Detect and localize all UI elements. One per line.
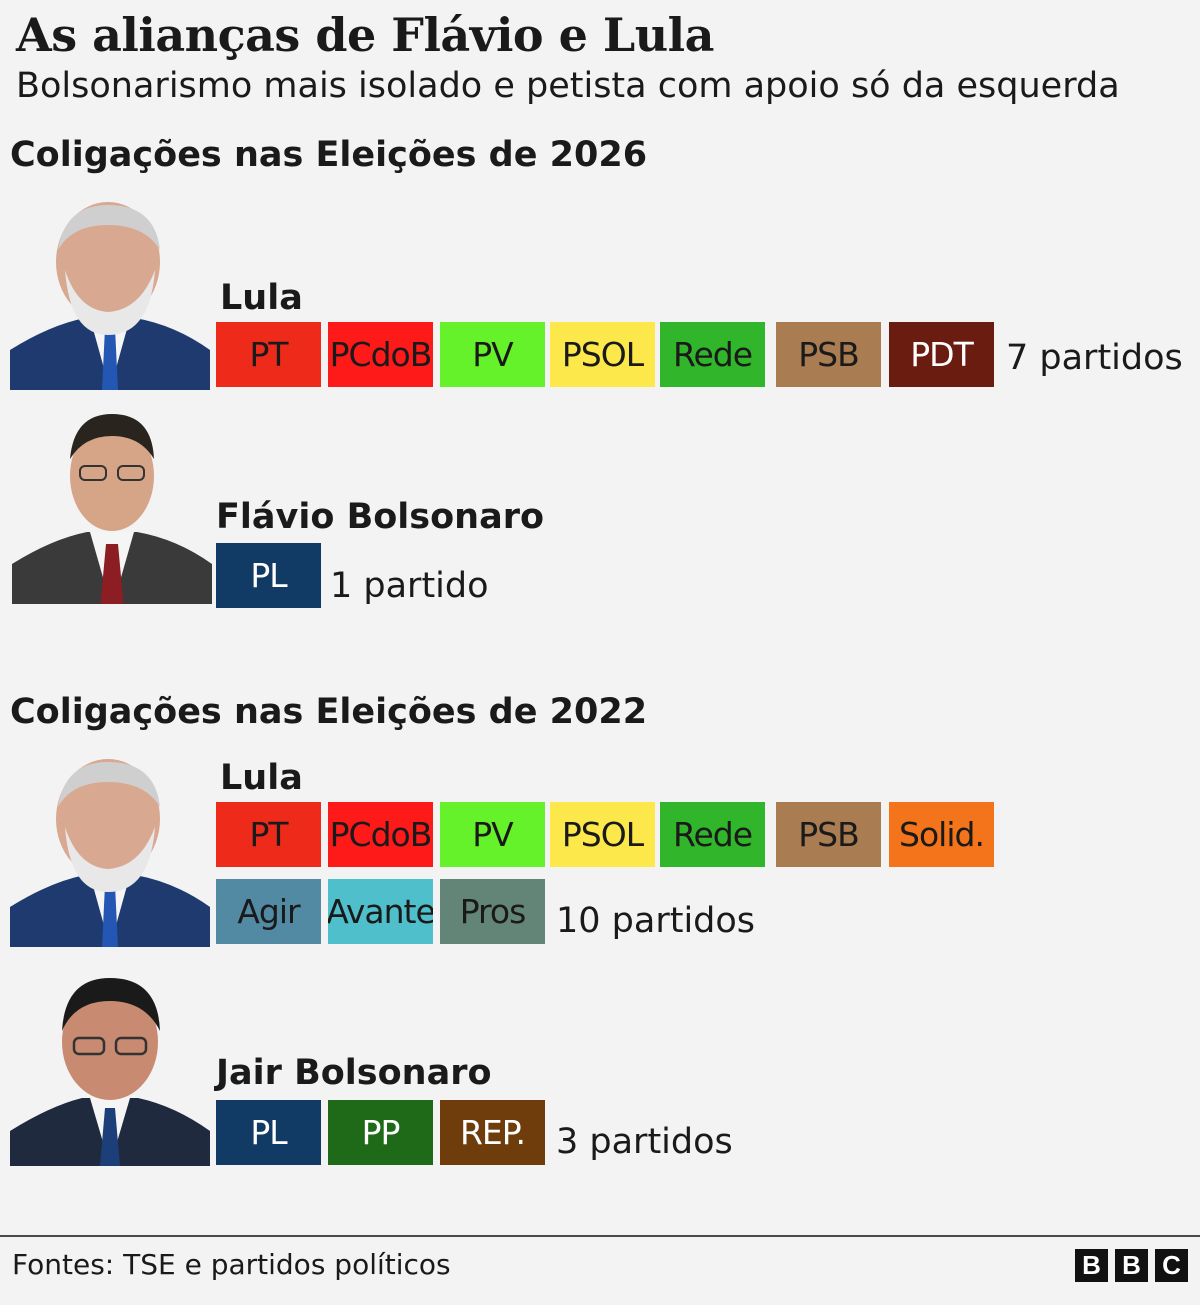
party-count-jair: 3 partidos bbox=[556, 1122, 733, 1162]
candidate-name-flavio: Flávio Bolsonaro bbox=[216, 497, 545, 537]
lula-portrait bbox=[10, 757, 210, 947]
source-note: Fontes: TSE e partidos políticos bbox=[12, 1248, 451, 1281]
section-title-2026: Coligações nas Eleições de 2026 bbox=[10, 135, 648, 175]
party-badge-pv: PV bbox=[440, 322, 545, 387]
bbc-logo-letter: B bbox=[1115, 1249, 1148, 1282]
party-badge-pv: PV bbox=[440, 802, 545, 867]
bbc-logo: B B C bbox=[1075, 1249, 1188, 1282]
party-badge-psol: PSOL bbox=[550, 322, 655, 387]
jair-bolsonaro-portrait bbox=[10, 976, 210, 1166]
party-badge-republicanos: REP. bbox=[440, 1100, 545, 1165]
party-badge-pl: PL bbox=[216, 543, 321, 608]
candidate-name-lula-2026: Lula bbox=[220, 278, 303, 318]
party-badge-pp: PP bbox=[328, 1100, 433, 1165]
party-count-lula-2022: 10 partidos bbox=[556, 901, 756, 941]
party-badge-pcdob: PCdoB bbox=[328, 802, 433, 867]
lula-portrait bbox=[10, 200, 210, 390]
party-count-lula-2026: 7 partidos bbox=[1006, 338, 1183, 378]
party-badge-rede: Rede bbox=[660, 802, 765, 867]
party-badge-pl: PL bbox=[216, 1100, 321, 1165]
party-badge-psb: PSB bbox=[776, 802, 881, 867]
party-badge-pdt: PDT bbox=[889, 322, 994, 387]
party-badge-pt: PT bbox=[216, 322, 321, 387]
page-subtitle: Bolsonarismo mais isolado e petista com … bbox=[16, 66, 1120, 106]
party-badge-psb: PSB bbox=[776, 322, 881, 387]
party-badge-agir: Agir bbox=[216, 879, 321, 944]
party-badge-avante: Avante bbox=[328, 879, 433, 944]
party-badge-psol: PSOL bbox=[550, 802, 655, 867]
party-count-flavio: 1 partido bbox=[330, 566, 489, 606]
page-title: As alianças de Flávio e Lula bbox=[16, 8, 714, 62]
footer-divider bbox=[0, 1235, 1200, 1237]
candidate-name-lula-2022: Lula bbox=[220, 758, 303, 798]
section-title-2022: Coligações nas Eleições de 2022 bbox=[10, 692, 648, 732]
flavio-bolsonaro-portrait bbox=[12, 414, 212, 604]
party-badge-solidariedade: Solid. bbox=[889, 802, 994, 867]
candidate-name-jair: Jair Bolsonaro bbox=[216, 1053, 492, 1093]
party-badge-pros: Pros bbox=[440, 879, 545, 944]
party-badge-rede: Rede bbox=[660, 322, 765, 387]
bbc-logo-letter: B bbox=[1075, 1249, 1108, 1282]
party-badge-pcdob: PCdoB bbox=[328, 322, 433, 387]
party-badge-pt: PT bbox=[216, 802, 321, 867]
bbc-logo-letter: C bbox=[1155, 1249, 1188, 1282]
